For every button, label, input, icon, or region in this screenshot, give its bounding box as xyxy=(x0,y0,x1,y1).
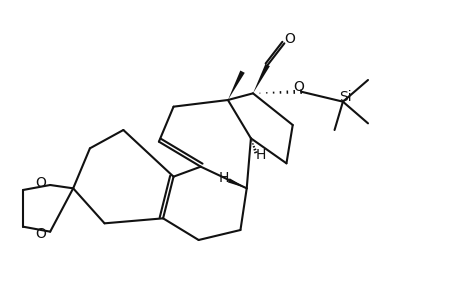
Polygon shape xyxy=(227,178,246,188)
Polygon shape xyxy=(227,70,244,100)
Text: O: O xyxy=(293,80,304,94)
Text: H: H xyxy=(218,171,229,185)
Text: Si: Si xyxy=(339,90,352,104)
Polygon shape xyxy=(252,64,269,93)
Text: O: O xyxy=(35,176,46,190)
Text: O: O xyxy=(283,32,294,46)
Text: O: O xyxy=(35,227,46,241)
Text: H: H xyxy=(255,148,265,162)
